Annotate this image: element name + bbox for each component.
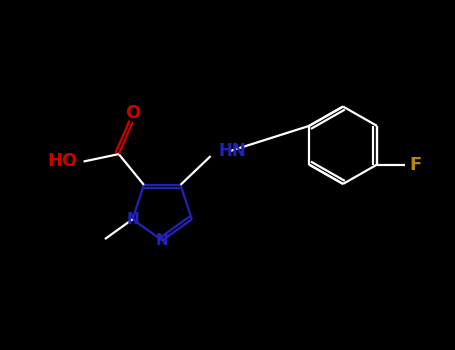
Text: HO: HO	[47, 152, 77, 169]
Text: HN: HN	[218, 142, 246, 160]
Text: F: F	[410, 156, 422, 174]
Text: O: O	[125, 104, 141, 122]
Text: N: N	[156, 233, 168, 248]
Text: N: N	[126, 212, 139, 227]
